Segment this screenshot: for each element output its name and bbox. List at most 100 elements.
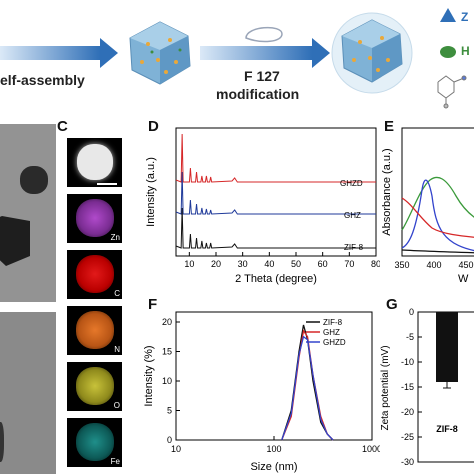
uvvis-chart: 350 400 450 W Absorbance (a.u.) xyxy=(381,127,474,285)
xrd-y-axis-label: Intensity (a.u.) xyxy=(145,157,157,227)
xrd-x-axis-label: 2 Theta (degree) xyxy=(235,273,317,285)
xrd-series-label-ghz: GHZ xyxy=(344,211,361,220)
dls-y-tick-label: 15 xyxy=(162,347,172,357)
element-label-zn: Zn xyxy=(110,233,120,242)
legend-blob-text: H xyxy=(461,44,470,58)
uvvis-curve-green xyxy=(401,176,474,231)
dls-chart: 0 5 10 15 20 10 100 1000 ZIF-8 GHZ GHZD Size (… xyxy=(143,311,380,473)
xrd-series-line-ghz xyxy=(175,171,376,215)
dls-y-tick-label: 5 xyxy=(167,406,172,416)
dls-series-line-ghzd xyxy=(281,335,334,441)
tem-particle xyxy=(0,216,30,266)
zeta-y-tick-label: 0 xyxy=(409,307,414,317)
uvvis-x-tick: 450 xyxy=(458,260,473,270)
zeta-y-tick-label: -10 xyxy=(401,357,414,367)
tem-particle xyxy=(0,422,4,462)
map-c-particle xyxy=(76,255,114,293)
panel-label-g: G xyxy=(386,296,398,313)
dls-x-ticks: 10 100 1000 xyxy=(171,436,380,454)
legend-label-ghzd: GHZD xyxy=(323,338,346,347)
step2-label-line2: modification xyxy=(216,86,300,102)
uvvis-curve-red xyxy=(401,197,474,238)
dls-x-axis-label: Size (nm) xyxy=(250,461,297,473)
xrd-series-line-zif8 xyxy=(175,207,376,249)
zeta-y-ticks: 0 -5 -10 -15 -20 -25 -30 xyxy=(401,307,422,467)
zeta-y-tick-label: -30 xyxy=(401,457,414,467)
uvvis-x-tick: 400 xyxy=(426,260,441,270)
dls-y-axis-label: Intensity (%) xyxy=(143,345,155,406)
uvvis-curve-black xyxy=(401,249,474,254)
scale-bar xyxy=(97,183,117,185)
dls-y-tick-label: 0 xyxy=(167,435,172,445)
xrd-series-label-ghzd: GHZD xyxy=(340,179,363,188)
panel-label-d: D xyxy=(148,118,159,135)
tem-particle xyxy=(20,166,48,194)
panel-label-e: E xyxy=(384,118,395,135)
xrd-series-group xyxy=(175,133,376,249)
uvvis-x-axis-label: W xyxy=(458,273,469,285)
xrd-chart: 10 20 30 40 50 60 70 80 2 Theta (degree) Intens… xyxy=(145,127,380,285)
map-c: C xyxy=(67,250,122,299)
dls-y-ticks: 0 5 10 15 20 xyxy=(162,317,180,445)
zeta-y-tick-label: -20 xyxy=(401,407,414,417)
haadf-particle xyxy=(77,144,113,180)
map-o-particle xyxy=(76,367,114,405)
zeta-y-tick-label: -25 xyxy=(401,432,414,442)
xrd-series-label-zif8: ZIF-8 xyxy=(344,243,364,252)
zeta-chart: 0 -5 -10 -15 -20 -25 -30 Zeta potential (mV) Z… xyxy=(380,307,474,467)
dls-y-tick-label: 20 xyxy=(162,317,172,327)
xrd-x-tick-label: 60 xyxy=(318,259,328,269)
dls-series-group xyxy=(281,324,334,441)
arrow-right-icon xyxy=(0,38,118,68)
xrd-x-tick-label: 80 xyxy=(371,259,380,269)
zeta-bars-group xyxy=(436,312,458,389)
uvvis-curve-blue xyxy=(401,179,474,252)
dls-x-tick-label: 1000 xyxy=(362,444,380,454)
map-o: O xyxy=(67,362,122,411)
legend-label-ghz: GHZ xyxy=(323,328,340,337)
xrd-x-ticks: 10 20 30 40 50 60 70 80 xyxy=(184,252,380,269)
zeta-bar-label: ZIF-8 xyxy=(436,424,458,434)
map-n-particle xyxy=(76,311,114,349)
zeta-bar-zif8 xyxy=(436,312,458,382)
xrd-x-tick-label: 20 xyxy=(211,259,221,269)
tem-image-bottom xyxy=(0,312,56,474)
element-label-n: N xyxy=(114,345,120,354)
xrd-x-tick-label: 10 xyxy=(184,259,194,269)
nanoparticle-crystal-icon xyxy=(129,21,191,85)
coated-nanoparticle-icon xyxy=(331,12,413,94)
uvvis-x-tick: 350 xyxy=(394,260,409,270)
xrd-plot-frame xyxy=(175,127,377,257)
map-n: N xyxy=(67,306,122,355)
uvvis-y-axis-label: Absorbance (a.u.) xyxy=(381,148,393,235)
panel-label-f: F xyxy=(148,296,158,313)
zeta-y-tick-label: -5 xyxy=(406,332,414,342)
dls-series-line-ghz xyxy=(281,329,334,441)
polymer-loop-icon xyxy=(245,26,283,43)
molecule-icon xyxy=(437,75,467,109)
arrow-right-icon xyxy=(200,38,330,68)
element-label-c: C xyxy=(114,289,120,298)
blob-legend-icon xyxy=(440,46,456,58)
zeta-y-axis-label: Zeta potential (mV) xyxy=(380,345,391,430)
dls-y-tick-label: 10 xyxy=(162,376,172,386)
xrd-x-tick-label: 70 xyxy=(344,259,354,269)
haadf-image xyxy=(67,138,122,187)
scheme-diagram xyxy=(0,8,467,109)
xrd-series-line-ghzd xyxy=(175,133,376,183)
dls-x-tick-label: 10 xyxy=(171,444,181,454)
xrd-x-tick-label: 30 xyxy=(238,259,248,269)
dls-x-tick-label: 100 xyxy=(266,444,281,454)
step1-label: elf-assembly xyxy=(0,72,85,88)
panel-label-c: C xyxy=(57,118,68,135)
uvvis-plot-frame xyxy=(401,127,474,257)
map-fe: Fe xyxy=(67,418,122,467)
element-label-fe: Fe xyxy=(110,457,120,466)
zeta-y-tick-label: -15 xyxy=(401,382,414,392)
map-zn-particle xyxy=(76,199,114,237)
xrd-x-tick-label: 40 xyxy=(264,259,274,269)
triangle-legend-icon xyxy=(440,8,456,22)
step2-label-line1: F 127 xyxy=(244,68,280,84)
xrd-x-tick-label: 50 xyxy=(291,259,301,269)
dls-legend: ZIF-8 GHZ GHZD xyxy=(306,318,346,347)
